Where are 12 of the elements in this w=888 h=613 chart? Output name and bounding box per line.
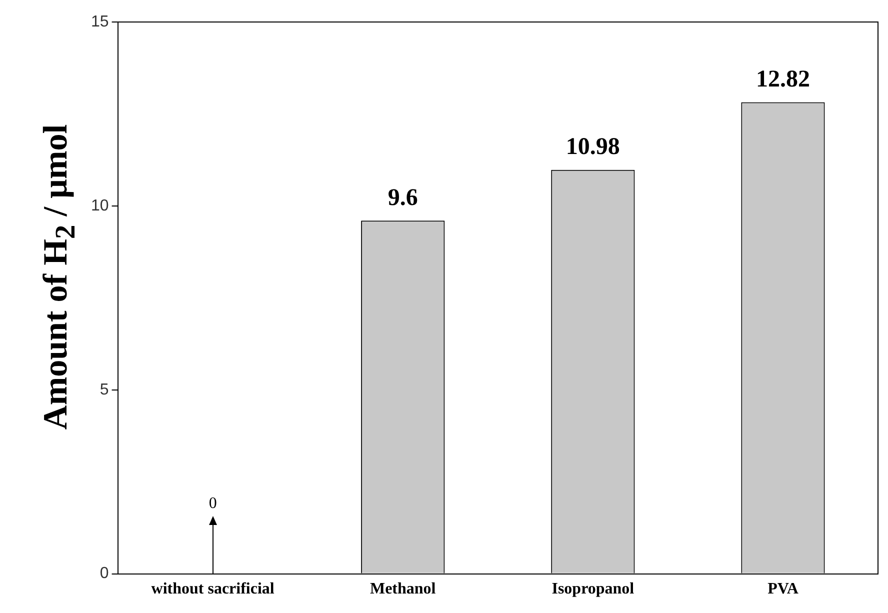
annotation: 0 bbox=[208, 495, 217, 512]
data-label: 10.98 bbox=[566, 134, 620, 160]
x-tick-label: PVA bbox=[768, 580, 799, 598]
x-tick-label: Methanol bbox=[370, 580, 436, 598]
y-tick-label: 10 bbox=[91, 197, 109, 214]
data-label: 9.6 bbox=[388, 184, 418, 211]
y-tick-label: 0 bbox=[100, 565, 109, 582]
y-tick-label: 15 bbox=[91, 13, 109, 30]
y-tick-label: 5 bbox=[100, 381, 109, 398]
data-label: 12.82 bbox=[756, 66, 810, 92]
x-tick-label: Isopropanol bbox=[552, 580, 635, 598]
x-tick-label: without sacrificial bbox=[151, 580, 275, 598]
